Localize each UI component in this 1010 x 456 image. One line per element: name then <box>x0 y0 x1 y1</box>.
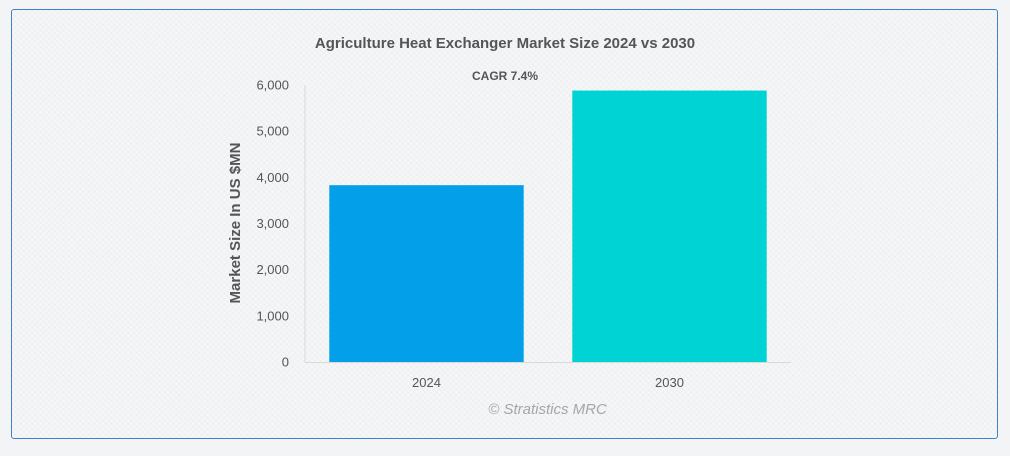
y-tick-label: 4,000 <box>256 170 289 185</box>
source-watermark: © Stratistics MRC <box>488 401 607 418</box>
y-tick-label: 1,000 <box>256 308 289 323</box>
y-tick-label: 5,000 <box>256 124 289 139</box>
y-tick-label: 3,000 <box>256 216 289 231</box>
y-axis-title: Market Size In US $MN <box>227 143 244 304</box>
chart-title: Agriculture Heat Exchanger Market Size 2… <box>314 35 696 52</box>
cagr-annotation: CAGR 7.4% <box>472 69 538 83</box>
x-tick-label: 2024 <box>412 375 441 390</box>
x-tick-label: 2030 <box>655 375 684 390</box>
y-tick-label: 2,000 <box>256 262 289 277</box>
bar-2030 <box>572 90 767 362</box>
x-axis-ticks: 2024 2030 <box>412 375 684 390</box>
y-axis-ticks: 0 1,000 2,000 3,000 4,000 5,000 6,000 <box>256 78 289 370</box>
bars <box>329 90 767 362</box>
bar-2024 <box>329 185 524 362</box>
y-tick-label: 0 <box>282 355 289 370</box>
y-tick-label: 6,000 <box>256 78 289 93</box>
